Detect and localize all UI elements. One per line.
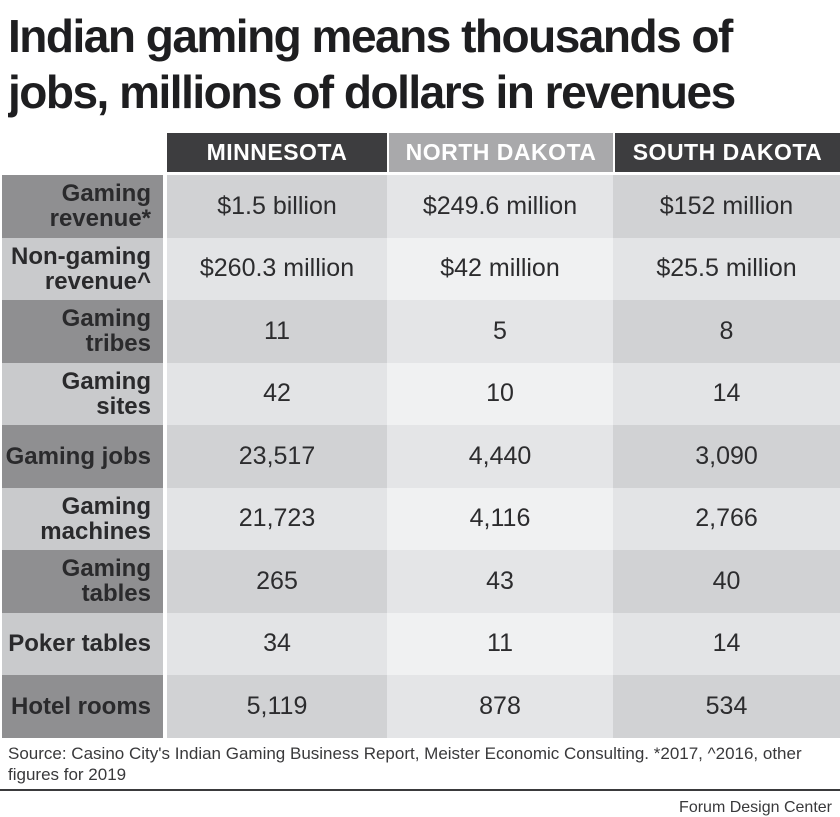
value-cell: 21,723: [167, 487, 387, 550]
row-label: Hotel rooms: [0, 675, 167, 738]
column-header-north-dakota: NORTH DAKOTA: [387, 133, 613, 172]
value-cell: $25.5 million: [613, 237, 840, 300]
value-cell: 42: [167, 362, 387, 425]
value-cell: 534: [613, 675, 840, 738]
row-label: Gaming tables: [0, 550, 167, 613]
table-row: Gaming machines 21,723 4,116 2,766: [0, 487, 840, 550]
row-label: Gaming machines: [0, 487, 167, 550]
value-cell: 34: [167, 612, 387, 675]
credit-line: Forum Design Center: [679, 798, 832, 816]
table-corner-spacer: [0, 133, 167, 172]
page-title: Indian gaming means thousands of jobs, m…: [8, 8, 832, 120]
value-cell: $260.3 million: [167, 237, 387, 300]
source-note: Source: Casino City's Indian Gaming Busi…: [8, 743, 802, 784]
value-cell: 14: [613, 612, 840, 675]
divider: [0, 788, 840, 791]
row-label: Gaming sites: [0, 362, 167, 425]
table-row: Gaming jobs 23,517 4,440 3,090: [0, 425, 840, 488]
infographic: Indian gaming means thousands of jobs, m…: [0, 8, 840, 816]
table-row: Gaming sites 42 10 14: [0, 362, 840, 425]
table-row: Poker tables 34 11 14: [0, 612, 840, 675]
value-cell: 11: [387, 612, 613, 675]
table-row: Gaming tribes 11 5 8: [0, 300, 840, 363]
value-cell: 4,440: [387, 425, 613, 488]
table-row: Gaming revenue* $1.5 billion $249.6 millio…: [0, 175, 840, 238]
column-header-south-dakota: SOUTH DAKOTA: [613, 133, 840, 172]
value-cell: 43: [387, 550, 613, 613]
page-title-line-2: jobs, millions of dollars in revenues: [8, 66, 736, 118]
row-label: Gaming jobs: [0, 425, 167, 488]
table-body: Gaming revenue* $1.5 billion $249.6 millio…: [0, 175, 840, 738]
page-title-line-1: Indian gaming means thousands of: [8, 10, 733, 62]
data-table: MINNESOTA NORTH DAKOTA SOUTH DAKOTA Gaming…: [0, 133, 840, 738]
value-cell: 4,116: [387, 487, 613, 550]
value-cell: 40: [613, 550, 840, 613]
value-cell: 10: [387, 362, 613, 425]
column-header-minnesota: MINNESOTA: [167, 133, 387, 172]
table-row: Gaming tables 265 43 40: [0, 550, 840, 613]
row-label: Poker tables: [0, 612, 167, 675]
value-cell: 5,119: [167, 675, 387, 738]
row-label: Gaming revenue*: [0, 175, 167, 238]
value-cell: 5: [387, 300, 613, 363]
value-cell: 265: [167, 550, 387, 613]
value-cell: 878: [387, 675, 613, 738]
value-cell: 2,766: [613, 487, 840, 550]
value-cell: 3,090: [613, 425, 840, 488]
row-label: Gaming tribes: [0, 300, 167, 363]
table-row: Hotel rooms 5,119 878 534: [0, 675, 840, 738]
table-header-row: MINNESOTA NORTH DAKOTA SOUTH DAKOTA: [0, 133, 840, 172]
value-cell: 14: [613, 362, 840, 425]
value-cell: $1.5 billion: [167, 175, 387, 238]
value-cell: 23,517: [167, 425, 387, 488]
row-label: Non-gaming revenue^: [0, 237, 167, 300]
value-cell: 11: [167, 300, 387, 363]
value-cell: 8: [613, 300, 840, 363]
value-cell: $42 million: [387, 237, 613, 300]
table-row: Non-gaming revenue^ $260.3 million $42 mil…: [0, 237, 840, 300]
value-cell: $249.6 million: [387, 175, 613, 238]
value-cell: $152 million: [613, 175, 840, 238]
